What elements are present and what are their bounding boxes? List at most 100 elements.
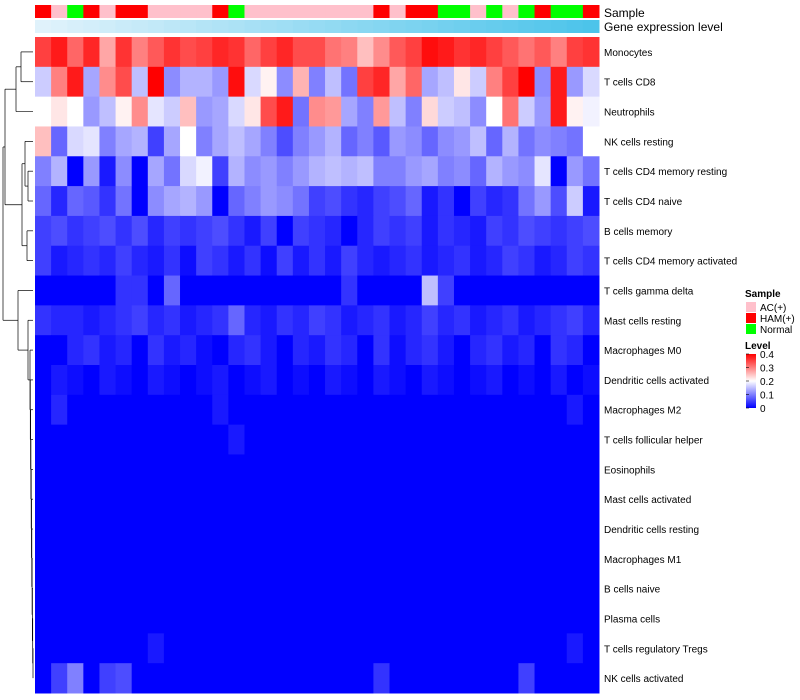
heatmap-cell-r7-c21: [357, 215, 374, 247]
heatmap-cell-r20-c23: [389, 603, 407, 634]
row-label-13: Macrophages M2: [604, 406, 682, 417]
heatmap-cell-r13-c6: [115, 394, 133, 426]
heatmap-cell-r8-c11: [196, 245, 213, 277]
heatmap-cell-r9-c25: [421, 275, 439, 306]
heatmap-cell-r14-c33: [550, 424, 568, 455]
heatmap-cell-r13-c35: [582, 394, 600, 426]
heatmap-cell-r7-c7: [131, 215, 149, 247]
heatmap-cell-r7-c32: [534, 215, 552, 247]
heatmap-cell-r22-c6: [115, 663, 133, 694]
sample-cell-31: [518, 5, 536, 18]
heatmap-cell-r18-c11: [196, 543, 213, 575]
heatmap-cell-r10-c9: [163, 305, 181, 336]
heatmap-cell-r16-c28: [470, 484, 487, 515]
heatmap-cell-r7-c10: [180, 215, 197, 247]
heatmap-cell-r9-c17: [292, 275, 310, 306]
heatmap-cell-r3-c31: [518, 96, 536, 127]
heatmap-cell-r12-c19: [325, 365, 342, 396]
heatmap-cell-r22-c34: [566, 663, 584, 694]
row-label-2: T cells CD8: [604, 78, 656, 89]
heatmap-cell-r5-c15: [260, 156, 278, 187]
heatmap-cell-r5-c6: [115, 156, 133, 187]
heatmap-cell-r16-c8: [147, 484, 165, 515]
heatmap-cell-r22-c10: [180, 663, 197, 694]
heatmap-cell-r10-c28: [470, 305, 487, 336]
heatmap-cell-r4-c5: [99, 126, 117, 157]
heatmap-cell-r22-c29: [486, 663, 503, 694]
heatmap-cell-r7-c28: [470, 215, 487, 247]
heatmap-cell-r22-c15: [260, 663, 278, 694]
heatmap-cell-r5-c12: [212, 156, 229, 187]
heatmap-cell-r5-c11: [196, 156, 213, 187]
heatmap-cell-r13-c8: [147, 394, 165, 426]
heatmap-cell-r3-c22: [373, 96, 391, 127]
heatmap-cell-r17-c15: [260, 514, 278, 545]
sample-cell-28: [470, 5, 487, 18]
heatmap-cell-r21-c13: [228, 633, 245, 664]
expression-cell-23: [389, 20, 407, 33]
heatmap-cell-r15-c4: [83, 454, 100, 485]
heatmap-cell-r16-c25: [421, 484, 439, 515]
heatmap-cell-r14-c15: [260, 424, 278, 455]
heatmap-cell-r14-c14: [244, 424, 262, 455]
heatmap-cell-r11-c10: [180, 335, 197, 366]
heatmap-cell-r1-c14: [244, 37, 262, 68]
heatmap-cell-r11-c32: [534, 335, 552, 366]
heatmap-cell-r4-c28: [470, 126, 487, 157]
heatmap-cell-r18-c18: [308, 543, 326, 575]
heatmap-cell-r8-c1: [35, 245, 52, 277]
heatmap-cell-r3-c29: [486, 96, 503, 127]
heatmap-cell-r10-c1: [35, 305, 52, 336]
heatmap-cell-r22-c11: [196, 663, 213, 694]
heatmap-cell-r11-c27: [453, 335, 471, 366]
heatmap-cell-r4-c24: [405, 126, 423, 157]
heatmap-cell-r6-c16: [276, 186, 294, 217]
heatmap-cell-r20-c14: [244, 603, 262, 634]
heatmap-cell-r1-c21: [357, 37, 374, 68]
heatmap-cell-r11-c22: [373, 335, 391, 366]
heatmap-cell-r13-c29: [486, 394, 503, 426]
heatmap-cell-r11-c12: [212, 335, 229, 366]
heatmap-cell-r1-c20: [341, 37, 358, 68]
expression-cell-15: [260, 20, 278, 33]
heatmap-cell-r19-c24: [405, 573, 423, 605]
expression-cell-33: [550, 20, 568, 33]
heatmap-cell-r4-c1: [35, 126, 52, 157]
heatmap-cell-r18-c14: [244, 543, 262, 575]
heatmap-cell-r12-c15: [260, 365, 278, 396]
track-label-sample: Sample: [604, 6, 645, 20]
heatmap-cell-r5-c3: [67, 156, 84, 187]
heatmap-cell-r4-c32: [534, 126, 552, 157]
heatmap-cell-r17-c8: [147, 514, 165, 545]
heatmap-cell-r5-c8: [147, 156, 165, 187]
heatmap-cell-r8-c28: [470, 245, 487, 277]
heatmap-cell-r5-c13: [228, 156, 245, 187]
heatmap-cell-r3-c5: [99, 96, 117, 127]
legend-sample-title: Sample: [745, 289, 781, 300]
heatmap-cell-r14-c11: [196, 424, 213, 455]
heatmap-cell-r2-c10: [180, 66, 197, 98]
heatmap-cell-r6-c27: [453, 186, 471, 217]
sample-cell-9: [163, 5, 181, 18]
heatmap-cell-r3-c19: [325, 96, 342, 127]
heatmap-cell-r18-c19: [325, 543, 342, 575]
heatmap-cell-r15-c24: [405, 454, 423, 485]
heatmap-cell-r13-c22: [373, 394, 391, 426]
heatmap-cell-r16-c29: [486, 484, 503, 515]
heatmap-cell-r2-c16: [276, 66, 294, 98]
heatmap-cell-r3-c23: [389, 96, 407, 127]
heatmap-cell-r8-c15: [260, 245, 278, 277]
heatmap-cell-r12-c2: [51, 365, 68, 396]
heatmap-cell-r7-c19: [325, 215, 342, 247]
heatmap-cell-r15-c28: [470, 454, 487, 485]
heatmap-cell-r10-c16: [276, 305, 294, 336]
heatmap-cell-r5-c17: [292, 156, 310, 187]
heatmap-cell-r8-c6: [115, 245, 133, 277]
heatmap-cell-r14-c17: [292, 424, 310, 455]
heatmap-cell-r8-c29: [486, 245, 503, 277]
heatmap-cell-r7-c18: [308, 215, 326, 247]
expression-cell-25: [421, 20, 439, 33]
heatmap-cell-r20-c29: [486, 603, 503, 634]
heatmap-cell-r14-c1: [35, 424, 52, 455]
row-label-4: NK cells resting: [604, 137, 673, 148]
